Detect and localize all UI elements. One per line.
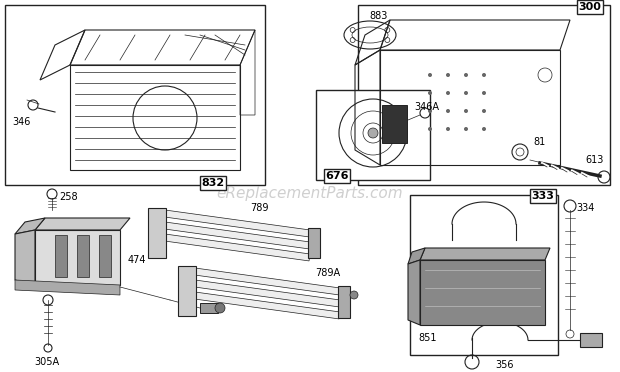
Circle shape — [482, 91, 486, 95]
Circle shape — [464, 73, 468, 77]
Circle shape — [482, 127, 486, 131]
Text: 258: 258 — [59, 192, 78, 202]
Text: 81: 81 — [533, 137, 545, 147]
Text: 832: 832 — [202, 178, 224, 188]
Circle shape — [464, 91, 468, 95]
Bar — [99, 235, 111, 277]
Polygon shape — [15, 280, 120, 295]
Polygon shape — [35, 218, 130, 230]
Text: 356: 356 — [495, 360, 513, 370]
Text: 333: 333 — [531, 191, 554, 201]
Polygon shape — [408, 248, 425, 264]
Text: 474: 474 — [128, 255, 146, 265]
Text: 676: 676 — [326, 171, 348, 181]
Circle shape — [482, 109, 486, 113]
Polygon shape — [194, 292, 340, 319]
Circle shape — [482, 73, 486, 77]
Polygon shape — [164, 222, 310, 249]
Bar — [200, 176, 226, 190]
Bar — [530, 189, 556, 203]
Polygon shape — [420, 248, 550, 260]
Circle shape — [446, 109, 450, 113]
Circle shape — [428, 91, 432, 95]
Polygon shape — [15, 218, 45, 234]
Circle shape — [446, 91, 450, 95]
Bar — [77, 235, 89, 277]
Bar — [577, 0, 603, 14]
Bar — [338, 286, 350, 318]
Text: 305A: 305A — [34, 357, 59, 367]
Bar — [200, 303, 218, 313]
Polygon shape — [164, 210, 310, 237]
Polygon shape — [15, 230, 35, 285]
Circle shape — [464, 127, 468, 131]
Circle shape — [428, 109, 432, 113]
Bar — [316, 90, 430, 180]
Circle shape — [446, 73, 450, 77]
Text: 346A: 346A — [414, 102, 439, 112]
Polygon shape — [164, 234, 310, 261]
Text: 851: 851 — [418, 333, 436, 343]
Text: eReplacementParts.com: eReplacementParts.com — [216, 186, 404, 201]
Bar — [410, 195, 558, 355]
Polygon shape — [420, 260, 545, 325]
Bar — [358, 5, 610, 185]
Circle shape — [464, 109, 468, 113]
Bar — [55, 235, 67, 277]
Text: 789A: 789A — [315, 268, 340, 278]
Circle shape — [428, 73, 432, 77]
Circle shape — [215, 303, 225, 313]
Polygon shape — [194, 268, 340, 295]
Circle shape — [368, 128, 378, 138]
Bar — [178, 266, 196, 316]
Bar — [308, 228, 320, 258]
Bar — [148, 208, 166, 258]
Circle shape — [350, 291, 358, 299]
Text: 613: 613 — [585, 155, 603, 165]
Bar — [580, 333, 602, 347]
Circle shape — [446, 127, 450, 131]
Text: 300: 300 — [578, 2, 601, 12]
Text: 789: 789 — [250, 203, 268, 213]
Polygon shape — [194, 280, 340, 307]
Text: 883: 883 — [369, 11, 388, 21]
Polygon shape — [35, 230, 120, 285]
Bar — [5, 5, 265, 185]
Polygon shape — [408, 260, 420, 325]
Text: 334: 334 — [576, 203, 595, 213]
Circle shape — [428, 127, 432, 131]
Bar — [324, 169, 350, 183]
Bar — [382, 105, 407, 143]
Text: 346: 346 — [12, 117, 30, 127]
